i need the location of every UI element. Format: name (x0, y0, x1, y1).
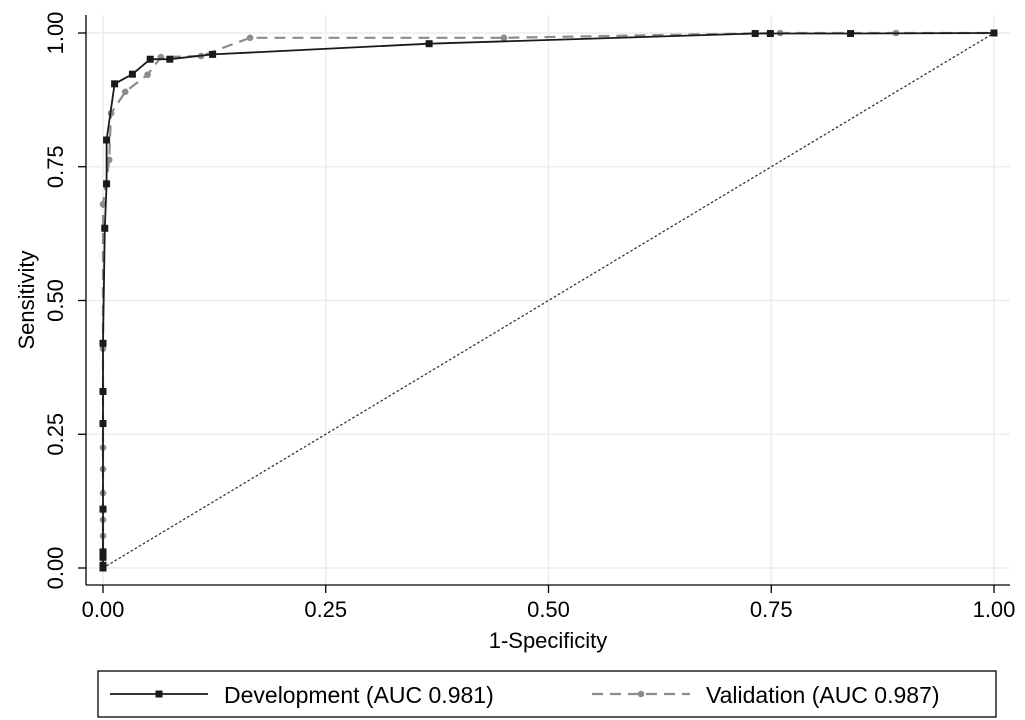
x-axis-title: 1-Specificity (489, 628, 608, 653)
data-point-development-19 (847, 30, 855, 38)
legend-box (97, 670, 997, 718)
data-point-validation-16 (500, 34, 508, 42)
x-tick-label-4: 1.00 (973, 597, 1016, 622)
data-point-development-15 (209, 50, 217, 58)
x-tick-label-3: 0.75 (750, 597, 793, 622)
data-point-validation-9 (105, 156, 113, 164)
reference-diagonal-line (102, 32, 995, 569)
legend-marker-development (155, 690, 163, 698)
data-point-development-1 (99, 561, 107, 569)
data-point-validation-15 (246, 34, 254, 42)
series-layer (99, 29, 998, 572)
labels-layer: 0.00 0.25 0.50 0.75 1.00 0.00 0.25 0.50 0.75 1.00… (14, 12, 1015, 653)
x-tick-label-0: 0.00 (82, 597, 125, 622)
data-point-development-2 (99, 553, 107, 561)
legend: Development (AUC 0.981) Validation (AUC 0… (97, 670, 997, 718)
y-tick-label-3: 0.75 (43, 145, 68, 188)
axes-layer (78, 15, 1010, 593)
data-point-development-8 (101, 224, 109, 232)
data-point-development-20 (990, 29, 998, 37)
data-point-development-6 (99, 387, 107, 395)
y-tick-label-1: 0.25 (43, 413, 68, 456)
data-point-development-14 (166, 55, 174, 63)
x-tick-label-1: 0.25 (304, 597, 347, 622)
legend-label-development: Development (AUC 0.981) (224, 682, 494, 708)
data-point-development-16 (425, 40, 433, 48)
series-development (99, 29, 998, 572)
series-line-validation (101, 31, 994, 568)
y-tick-label-4: 1.00 (43, 12, 68, 55)
data-point-validation-8 (99, 200, 107, 208)
data-point-development-10 (103, 136, 111, 144)
data-point-development-5 (99, 420, 107, 428)
y-tick-label-2: 0.50 (43, 279, 68, 322)
data-point-development-17 (751, 30, 759, 38)
data-point-development-12 (128, 70, 136, 78)
data-point-development-7 (99, 339, 107, 347)
data-point-development-13 (146, 55, 154, 63)
legend-label-validation: Validation (AUC 0.987) (706, 682, 940, 708)
data-point-development-4 (99, 505, 107, 513)
legend-marker-validation (637, 690, 645, 698)
data-point-development-18 (766, 30, 774, 38)
y-tick-label-0: 0.00 (43, 547, 68, 590)
y-axis-title: Sensitivity (14, 250, 39, 349)
data-point-validation-11 (121, 88, 129, 96)
x-tick-label-2: 0.50 (527, 597, 570, 622)
reference-line-layer (102, 32, 995, 569)
grid-layer (86, 15, 1010, 585)
data-point-development-11 (111, 80, 119, 88)
data-point-development-3 (99, 548, 107, 556)
data-point-development-9 (103, 180, 111, 188)
data-point-validation-12 (144, 71, 151, 79)
